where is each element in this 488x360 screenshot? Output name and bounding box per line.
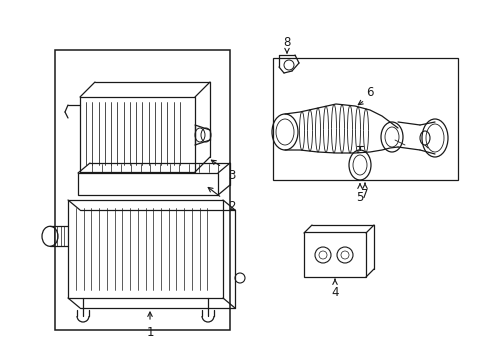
Text: 3: 3: [228, 168, 235, 181]
Bar: [304, 232, 365, 277]
Text: 8: 8: [283, 36, 290, 49]
Bar: [78, 173, 218, 195]
Text: 1: 1: [146, 325, 153, 338]
Text: 2: 2: [228, 199, 235, 212]
Bar: [55, 50, 229, 330]
Text: 4: 4: [330, 285, 338, 298]
Bar: [68, 200, 223, 298]
Text: 6: 6: [366, 86, 373, 99]
Bar: [272, 58, 457, 180]
Text: 5: 5: [356, 190, 363, 203]
Text: 7: 7: [361, 188, 368, 201]
